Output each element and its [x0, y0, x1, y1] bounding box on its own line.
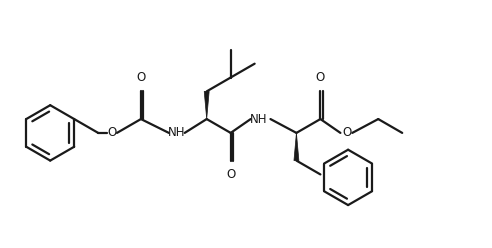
Text: NH: NH [250, 113, 267, 125]
Polygon shape [294, 133, 299, 161]
Text: O: O [343, 126, 352, 139]
Text: NH: NH [168, 126, 185, 139]
Text: O: O [107, 126, 117, 139]
Text: O: O [136, 71, 146, 85]
Polygon shape [204, 91, 209, 119]
Text: O: O [226, 167, 235, 181]
Text: O: O [316, 71, 325, 85]
